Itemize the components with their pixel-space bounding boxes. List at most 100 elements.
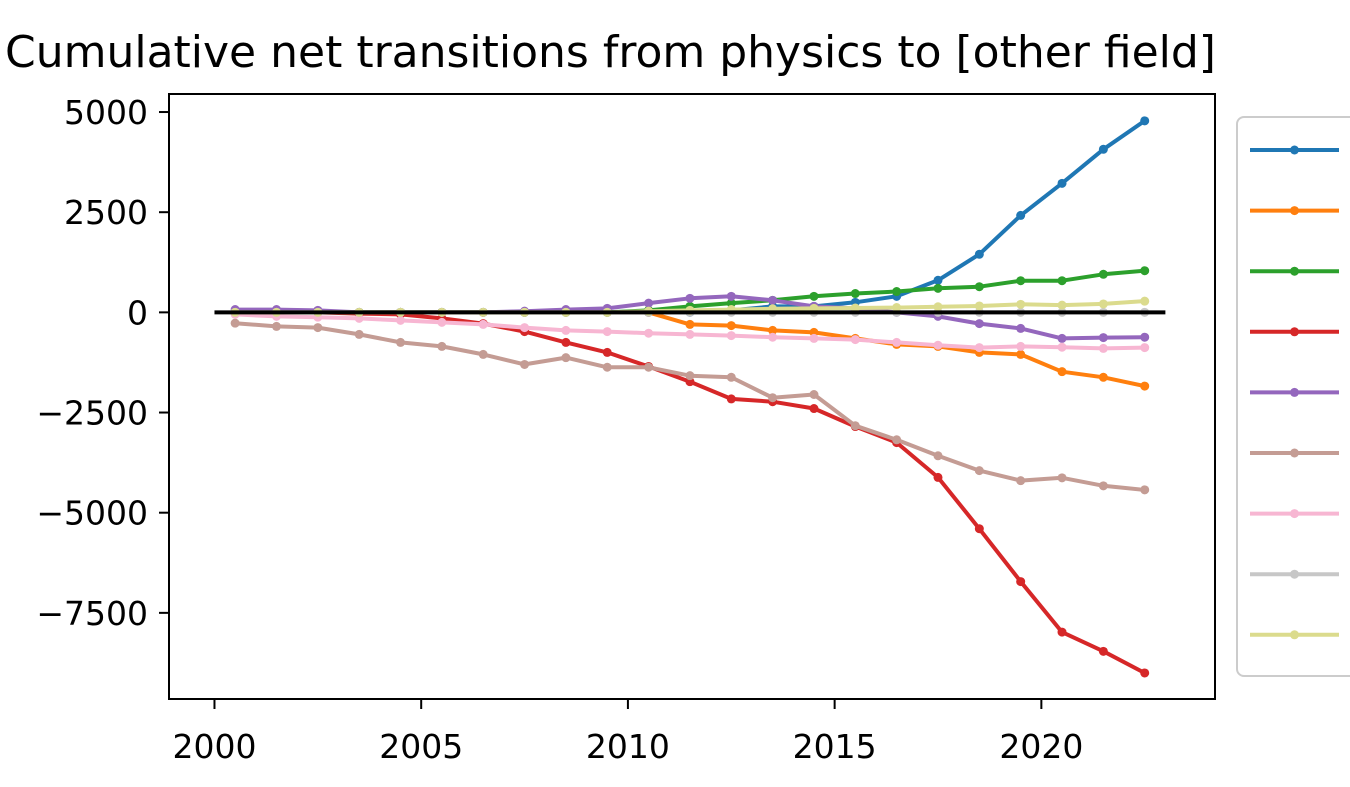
data-point <box>520 359 530 369</box>
data-point <box>1098 481 1108 491</box>
data-point <box>396 315 406 325</box>
x-tick-label: 2000 <box>172 727 256 766</box>
data-point <box>685 319 695 329</box>
data-point <box>1057 300 1067 310</box>
data-point <box>892 303 902 313</box>
data-point <box>1140 381 1150 391</box>
data-point <box>726 298 736 308</box>
plot-frame <box>168 93 1216 700</box>
chart-title: Cumulative net transitions from physics … <box>5 27 1216 78</box>
x-tick-label: 2015 <box>793 727 877 766</box>
data-point <box>974 301 984 311</box>
data-point <box>478 349 488 359</box>
data-point <box>1098 269 1108 279</box>
data-point <box>1016 276 1026 286</box>
data-point <box>561 353 571 363</box>
data-point <box>1098 372 1108 382</box>
data-point <box>933 283 943 293</box>
data-point <box>850 303 860 313</box>
data-point <box>892 287 902 297</box>
data-point <box>768 393 778 403</box>
data-point <box>561 337 571 347</box>
data-point <box>644 298 654 308</box>
legend-swatch-marker <box>1290 448 1299 458</box>
data-point <box>1057 473 1067 483</box>
data-point <box>1016 323 1026 333</box>
legend-swatch-marker <box>1290 327 1299 337</box>
data-point <box>437 341 447 351</box>
data-point <box>230 318 240 328</box>
data-point <box>850 421 860 431</box>
data-point <box>685 293 695 303</box>
data-point <box>1098 299 1108 309</box>
x-tick-label: 2020 <box>999 727 1083 766</box>
data-point <box>850 335 860 345</box>
data-point <box>602 362 612 372</box>
data-point <box>1057 178 1067 188</box>
data-point <box>1057 342 1067 352</box>
data-point <box>685 371 695 381</box>
data-point <box>933 302 943 312</box>
legend-entry <box>1250 327 1339 337</box>
data-point <box>974 524 984 534</box>
x-tick-label: 2005 <box>379 727 463 766</box>
data-point <box>520 323 530 333</box>
data-point <box>726 321 736 331</box>
legend-entry <box>1250 569 1339 579</box>
legend-entry <box>1250 630 1339 640</box>
legend-swatch-marker <box>1290 569 1299 579</box>
axis-ticks: 2000 2005 2010 2015 2020 5000 2500 0 −2500 −5000 −… <box>36 93 1083 766</box>
data-point <box>850 289 860 299</box>
legend-swatch-marker <box>1290 630 1299 640</box>
legend-entry <box>1250 387 1339 397</box>
data-point <box>271 321 281 331</box>
data-point <box>1098 333 1108 343</box>
data-point <box>561 325 571 335</box>
data-point <box>1057 333 1067 343</box>
data-point <box>768 332 778 342</box>
legend-swatch-marker <box>1290 387 1299 397</box>
data-point <box>809 333 819 343</box>
data-point <box>974 466 984 476</box>
data-point <box>933 340 943 350</box>
data-point <box>1016 210 1026 220</box>
legend-swatch-marker <box>1290 206 1299 216</box>
data-point <box>809 291 819 301</box>
x-tick-label: 2010 <box>586 727 670 766</box>
data-point <box>1016 349 1026 359</box>
data-point <box>313 323 323 333</box>
data-point <box>1140 296 1150 306</box>
data-point <box>644 328 654 338</box>
data-point <box>768 325 778 335</box>
data-point <box>644 362 654 372</box>
series-7 <box>230 309 1150 353</box>
legend-entry <box>1250 206 1339 216</box>
data-point <box>478 319 488 329</box>
data-point <box>1057 276 1067 286</box>
y-tick-label: 5000 <box>64 93 148 132</box>
data-point <box>768 295 778 305</box>
data-point <box>354 329 364 339</box>
y-tick-label: 0 <box>127 293 148 332</box>
data-point <box>1016 577 1026 587</box>
data-point <box>1098 343 1108 353</box>
data-point <box>1057 367 1067 377</box>
legend-swatch-marker <box>1290 145 1299 155</box>
data-point <box>974 319 984 329</box>
data-point <box>1140 343 1150 353</box>
data-point <box>437 317 447 327</box>
legend-entry <box>1250 509 1339 519</box>
data-point <box>1098 144 1108 154</box>
legend-swatch-marker <box>1290 509 1299 519</box>
y-tick-label: −2500 <box>36 394 148 433</box>
legend-swatch-marker <box>1290 266 1299 276</box>
legend-entry <box>1250 145 1339 155</box>
data-point <box>974 282 984 292</box>
data-point <box>933 275 943 285</box>
y-tick-label: 2500 <box>64 193 148 232</box>
data-point <box>1016 341 1026 351</box>
plot-area <box>169 94 1215 699</box>
data-point <box>1140 116 1150 126</box>
data-point <box>892 337 902 347</box>
